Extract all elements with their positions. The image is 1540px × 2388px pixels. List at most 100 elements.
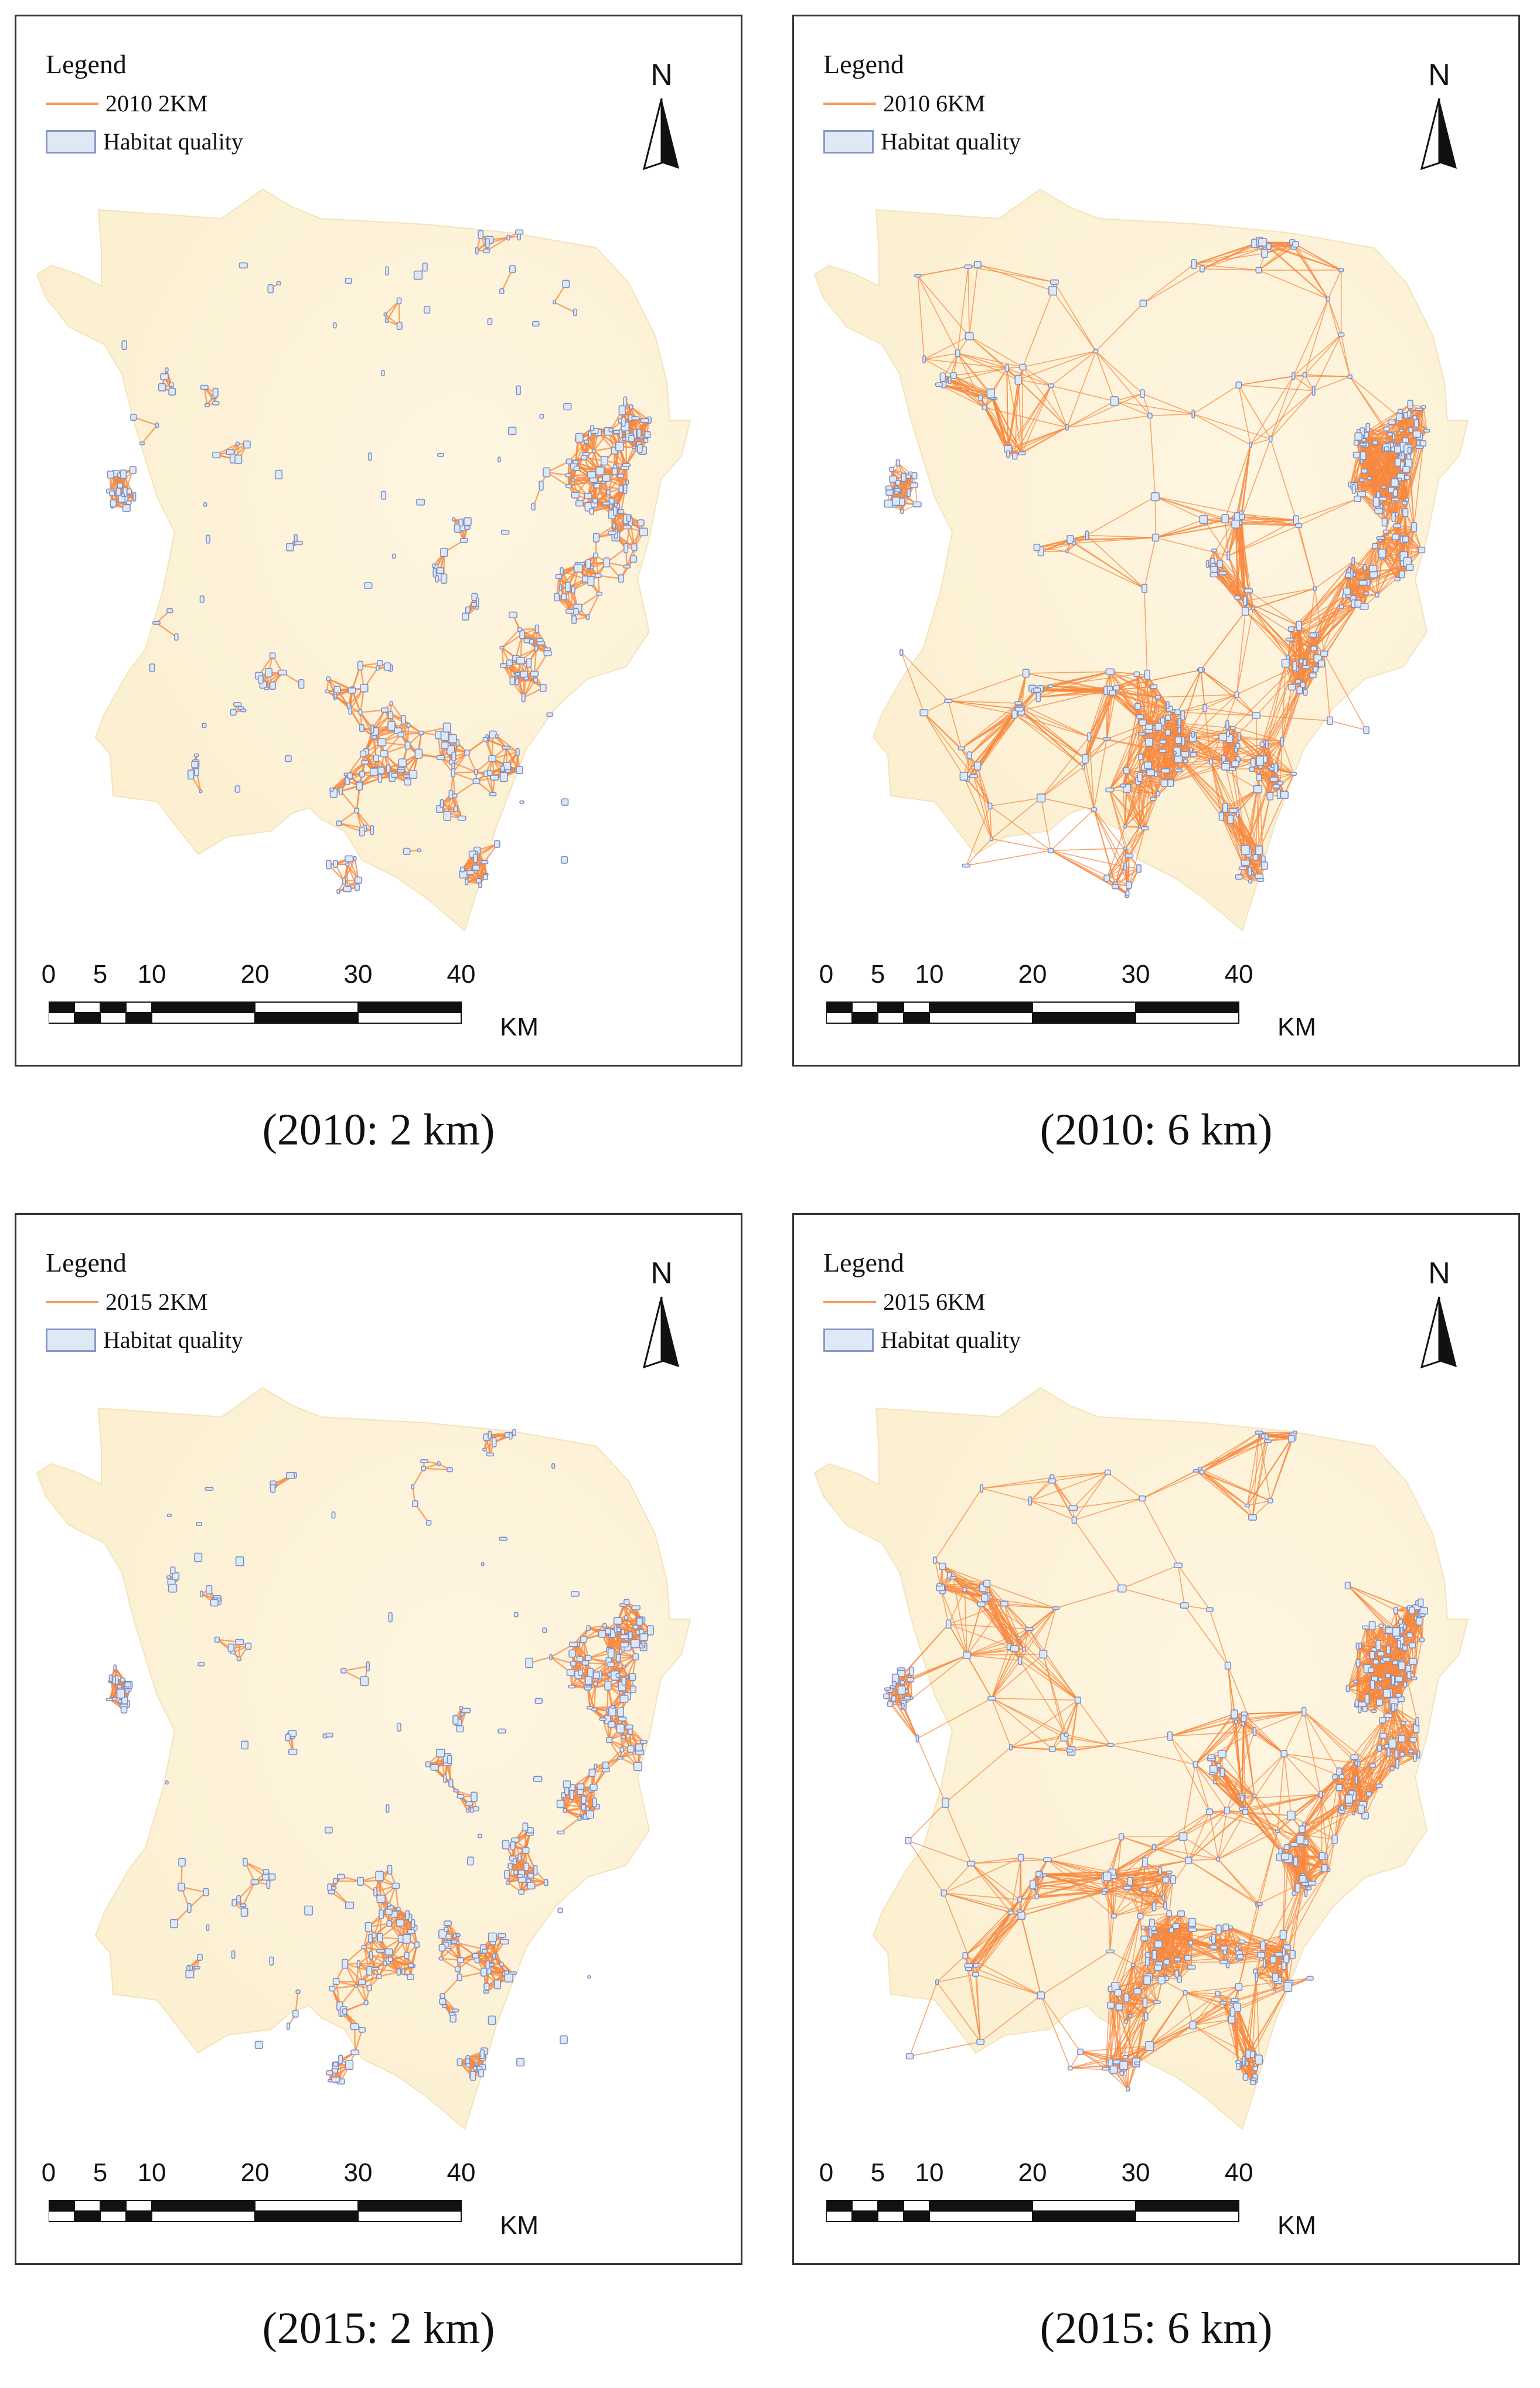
corridor-line xyxy=(1313,575,1349,636)
habitat-patch xyxy=(257,675,264,684)
corridor-line xyxy=(1154,496,1156,538)
corridor-line xyxy=(1298,498,1358,526)
habitat-patch xyxy=(464,517,472,526)
corridor-line xyxy=(1086,534,1156,539)
habitat-patch xyxy=(359,771,365,778)
habitat-patch xyxy=(584,493,592,499)
corridor-line xyxy=(953,375,981,398)
corridor-line xyxy=(1258,741,1283,778)
habitat-patch xyxy=(413,270,423,280)
corridor-line xyxy=(1211,715,1257,762)
scale-tick-label: 40 xyxy=(447,960,476,989)
habitat-patch xyxy=(451,751,456,762)
north-arrow-icon xyxy=(642,98,679,171)
habitat-patch xyxy=(612,506,618,516)
corridor-line xyxy=(1295,244,1342,271)
habitat-patch xyxy=(354,876,363,884)
habitat-patch xyxy=(353,856,357,861)
habitat-patch xyxy=(354,808,360,814)
habitat-patch xyxy=(515,748,520,757)
corridor-line xyxy=(977,766,992,839)
corridor-line xyxy=(1228,519,1297,557)
habitat-patch xyxy=(451,768,455,778)
habitat-patch xyxy=(285,543,294,551)
habitat-patch xyxy=(585,559,591,569)
habitat-patch xyxy=(571,492,580,499)
habitat-patch xyxy=(406,723,411,728)
habitat-patch xyxy=(618,574,624,583)
habitat-patch xyxy=(417,848,421,853)
habitat-patch xyxy=(482,874,488,880)
habitat-patch xyxy=(383,312,387,317)
habitat-patch xyxy=(565,473,572,478)
corridor-line xyxy=(1038,692,1113,698)
habitat-patch xyxy=(403,847,411,856)
habitat-patch xyxy=(584,440,590,444)
corridor-line xyxy=(990,805,1051,851)
habitat-patch xyxy=(345,862,350,867)
habitat-patch xyxy=(404,778,411,786)
habitat-patch xyxy=(486,769,493,776)
corridor-line xyxy=(1093,809,1140,869)
corridor-line xyxy=(452,752,468,774)
corridor-line xyxy=(1228,556,1246,601)
habitat-patch xyxy=(448,734,457,744)
corridor-line xyxy=(1073,543,1145,589)
corridor-line xyxy=(1202,268,1259,271)
habitat-patch xyxy=(333,322,337,329)
corridor-line xyxy=(1106,848,1126,878)
corridor-line xyxy=(1142,697,1159,723)
habitat-patch xyxy=(631,445,636,449)
corridor-line xyxy=(973,710,1022,776)
corridor-line xyxy=(1052,290,1096,352)
habitat-patch xyxy=(234,454,243,464)
corridor-line xyxy=(1413,443,1424,527)
habitat-patch xyxy=(264,686,270,690)
corridor-line xyxy=(966,838,992,866)
habitat-patch xyxy=(205,403,210,408)
corridor-line xyxy=(924,712,965,777)
habitat-patch xyxy=(125,500,132,505)
corridor-line xyxy=(1018,379,1068,428)
corridor-line xyxy=(1155,518,1225,539)
habitat-patch xyxy=(618,405,626,415)
corridor-line xyxy=(141,424,158,444)
habitat-patch xyxy=(499,772,508,782)
corridor-line xyxy=(1290,575,1349,630)
habitat-patch xyxy=(442,722,451,733)
habitat-patch xyxy=(326,860,332,870)
habitat-patch xyxy=(552,300,556,305)
corridor-line xyxy=(591,451,595,475)
corridor-line xyxy=(1250,376,1294,445)
corridor-line xyxy=(957,353,1007,369)
habitat-patch xyxy=(391,553,396,559)
habitat-patch xyxy=(324,689,330,694)
habitat-patch xyxy=(358,709,363,716)
habitat-patch xyxy=(628,435,635,442)
corridor-line xyxy=(354,858,359,881)
corridor-line xyxy=(1157,694,1237,698)
corridor-line xyxy=(948,673,1027,701)
corridor-line xyxy=(1416,407,1425,435)
corridor-line xyxy=(901,652,925,713)
corridor-line xyxy=(466,752,477,772)
habitat-patch xyxy=(623,396,628,407)
habitat-patch xyxy=(475,878,482,884)
corridor-line xyxy=(1258,244,1296,271)
corridor-line xyxy=(1241,517,1246,601)
habitat-patch xyxy=(625,479,629,485)
corridor-line xyxy=(1323,653,1367,731)
corridor-line xyxy=(1129,826,1140,856)
corridor-line xyxy=(924,712,962,749)
corridor-line xyxy=(360,709,385,713)
corridor-line xyxy=(335,695,349,707)
habitat-patch xyxy=(343,885,352,892)
corridor-line xyxy=(1298,625,1325,655)
corridor-line xyxy=(1256,715,1330,721)
habitat-patch xyxy=(274,469,283,479)
corridor-line xyxy=(977,765,991,806)
corridor-line xyxy=(1203,519,1236,525)
corridor-line xyxy=(340,791,357,812)
habitat-patch xyxy=(617,473,624,478)
habitat-patch xyxy=(573,608,579,616)
